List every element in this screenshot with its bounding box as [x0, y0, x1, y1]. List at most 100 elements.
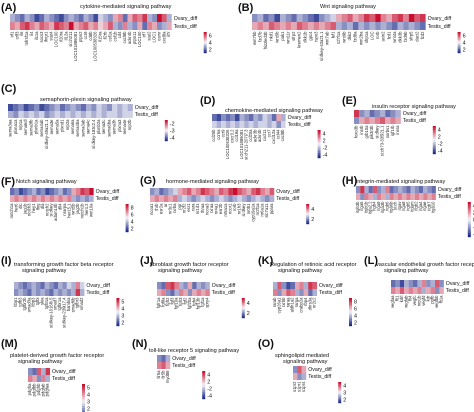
heatmap-cell: [360, 186, 365, 193]
gene-label: esr2b: [218, 203, 223, 214]
heatmap-cell: [112, 111, 118, 118]
heatmap-cell: [435, 280, 440, 287]
heatmap-cell: [420, 14, 426, 22]
heatmap-cell: [221, 114, 226, 121]
heatmap-cell: [14, 289, 19, 296]
gene-label: dll4: [57, 203, 62, 210]
legend-bar-segment: [125, 226, 129, 229]
gene-label: smad2: [79, 297, 84, 310]
legend-bar-segment: [203, 49, 207, 51]
heatmap-cell: [93, 22, 99, 30]
heatmap-cell: [303, 289, 309, 296]
heatmap-cell: [410, 186, 415, 193]
legend-tick: 2: [463, 48, 466, 54]
legend-bar-segment: [432, 127, 436, 130]
legend-bar-segment: [125, 230, 129, 233]
heatmap-cell: [381, 193, 386, 200]
heatmap-cell: [291, 14, 297, 22]
heatmap-cell: [53, 289, 59, 296]
heatmap-cell: [32, 368, 37, 375]
legend-tick: 3: [87, 400, 90, 406]
heatmap-cell: [154, 188, 160, 195]
legend-bar-segment: [116, 322, 120, 325]
gene-label: kremen2: [297, 31, 302, 48]
legend-tick: 2: [121, 321, 124, 327]
heatmap-cell: [406, 186, 411, 193]
heatmap-panel-8: (H)integrin-mediated signaling pathway Ov…: [342, 175, 474, 238]
legend-bar-segment: [432, 136, 436, 139]
legend-tick: 4: [121, 307, 124, 313]
heatmap-cell: [66, 289, 72, 296]
heatmap-cell: [364, 110, 370, 117]
legend-bar-segment: [349, 320, 352, 323]
legend-bar-segment: [116, 317, 120, 320]
heatmap-cell: [39, 104, 45, 111]
row-label: Ovary_diff: [438, 187, 462, 193]
gene-label: irf1: [9, 31, 14, 37]
heatmap-cell: [36, 195, 41, 202]
gene-label: fzd7b: [258, 31, 263, 42]
legend-tick: -2: [323, 146, 328, 152]
legend-bar-segment: [241, 306, 245, 309]
heatmap-cell: [44, 104, 50, 111]
heatmap-cell: [8, 104, 14, 111]
legend-bar-segment: [467, 215, 471, 218]
heatmap-cell: [408, 280, 414, 287]
heatmap-cell: [308, 14, 314, 22]
heatmap-cell: [41, 375, 46, 382]
heatmap-cell: [39, 22, 45, 30]
gene-label: wnt5b: [71, 203, 76, 215]
heatmap-cell: [299, 289, 304, 296]
gene-label: fzd2: [420, 31, 425, 40]
gene-label: ccr6a: [216, 129, 221, 140]
heatmap-cell: [117, 22, 123, 30]
heatmap-cell: [67, 195, 72, 202]
legend-bar-segment: [457, 41, 461, 43]
heatmap-cell: [228, 188, 233, 195]
gene-label: sema3c: [101, 120, 106, 135]
row-label: Ovary_diff: [96, 189, 120, 195]
gene-label: il4: [29, 31, 34, 36]
panel-title: Notch signaling pathway: [16, 179, 77, 185]
heatmap-cell: [44, 14, 50, 22]
gene-label: her6: [13, 203, 18, 212]
legend-tick: -3: [170, 129, 175, 135]
gene-label: fgfr1a: [156, 297, 161, 308]
heatmap-cell: [274, 22, 281, 30]
heatmap-cell: [276, 121, 282, 128]
heatmap-cell: [386, 14, 393, 22]
heatmap-cell: [23, 188, 28, 195]
heatmap-cell: [58, 195, 63, 202]
heatmap-cell: [150, 188, 155, 195]
heatmap-cell: [91, 104, 97, 111]
gene-label: il12a: [63, 31, 68, 41]
gene-label: nkd1: [269, 31, 274, 41]
heatmap-panel-14: (N)toll-like receptor 5 signaling pathwa…: [132, 338, 239, 400]
heatmap-cell: [98, 22, 104, 30]
legend-bar-segment: [306, 219, 310, 221]
legend-bar-segment: [338, 401, 342, 404]
gene-label: ackr3b: [253, 129, 258, 142]
heatmap-cell: [106, 104, 113, 111]
heatmap-cell: [286, 289, 291, 296]
heatmap-cell: [385, 117, 391, 124]
heatmap-cell: [49, 282, 54, 289]
heatmap-cell: [96, 104, 102, 111]
gene-label: smad6b: [70, 297, 75, 313]
legend-bar-segment: [116, 324, 120, 327]
legend-bar-segment: [467, 219, 471, 222]
legend-bar-segment: [338, 385, 342, 388]
gene-label: LOC100: [54, 31, 59, 47]
legend-bar-segment: [116, 298, 120, 300]
gene-label: wnt5b: [274, 31, 279, 43]
legend-bar-segment: [241, 316, 245, 319]
row-label: Testis_diff: [438, 194, 462, 200]
heatmap-cell: [31, 289, 37, 296]
gene-label: stat2: [147, 31, 152, 41]
gene-label: pgfb: [430, 295, 435, 304]
heatmap-cell: [391, 287, 396, 294]
gene-label: ccl44: [276, 129, 281, 139]
heatmap-cell: [177, 188, 183, 195]
heatmap-cell: [44, 22, 50, 30]
legend-bar-segment: [432, 138, 436, 141]
